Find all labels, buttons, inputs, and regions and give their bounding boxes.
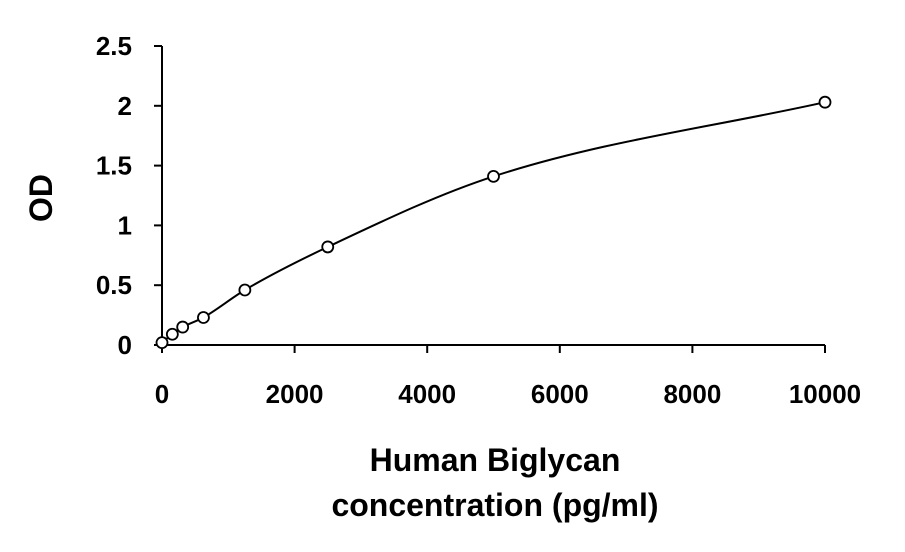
data-point: [165, 327, 179, 341]
x-tick-label: 8000: [663, 379, 721, 409]
y-tick-label: 0: [118, 330, 132, 360]
data-points-layer: [155, 95, 832, 350]
data-point: [818, 95, 832, 109]
x-tick-label: 4000: [398, 379, 456, 409]
fit-curve-layer: [161, 101, 826, 344]
data-point: [197, 311, 210, 324]
x-tick-label: 0: [155, 379, 169, 409]
fit-curve: [161, 101, 826, 344]
y-tick-label: 2: [118, 91, 132, 121]
data-point: [238, 283, 252, 297]
x-axis-title-line-1: Human Biglycan: [370, 442, 621, 478]
x-axis-title-line-2: concentration (pg/ml): [331, 487, 658, 523]
data-point: [487, 169, 500, 183]
y-tick-label: 1.5: [96, 151, 132, 181]
x-tick-label: 6000: [531, 379, 589, 409]
axes: 0 0.5 1 1.5 2 2.5 0 2000 4000 6000 8000 10000: [96, 31, 861, 409]
x-tick-label: 2000: [266, 379, 324, 409]
data-point: [176, 320, 190, 334]
y-axis-title: OD: [23, 174, 59, 222]
data-point: [155, 336, 169, 350]
data-point: [321, 240, 335, 254]
y-tick-label: 2.5: [96, 31, 132, 61]
y-tick-label: 0.5: [96, 270, 132, 300]
x-tick-label: 10000: [789, 379, 861, 409]
y-tick-label: 1: [118, 210, 132, 240]
